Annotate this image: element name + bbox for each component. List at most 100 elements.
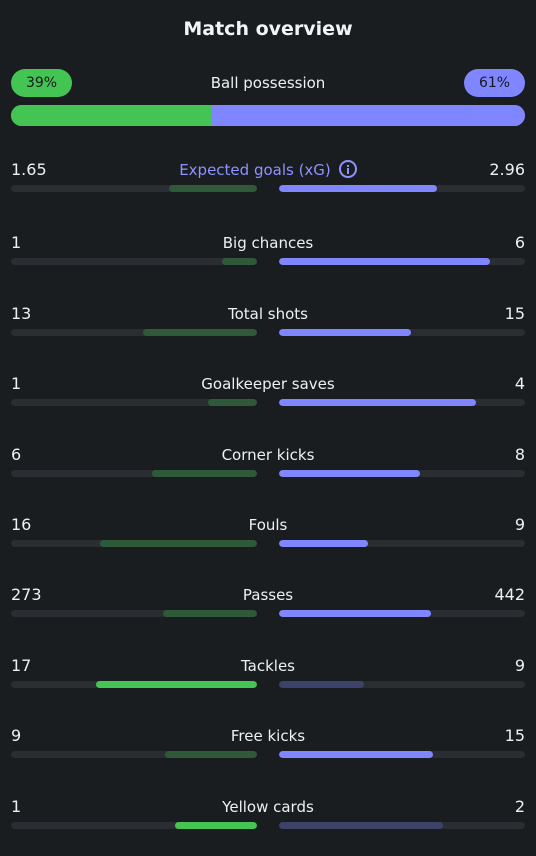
home-bar-fill — [207, 399, 257, 406]
away-bar-track — [279, 185, 525, 192]
home-bar-track — [11, 399, 257, 406]
stat-label: Goalkeeper saves — [11, 374, 525, 394]
home-bar-track — [11, 185, 257, 192]
stat-label-text: Free kicks — [230, 727, 306, 745]
home-bar-track — [11, 610, 257, 617]
possession-row: 39% Ball possession 61% — [11, 69, 525, 97]
away-bar-fill — [279, 751, 433, 758]
away-value: 4 — [514, 374, 525, 393]
home-value: 6 — [11, 445, 22, 464]
home-bar-track — [11, 681, 257, 688]
home-value: 17 — [11, 656, 32, 675]
stat-row: 1 Yellow cards 2 — [11, 797, 525, 833]
possession-bar-home — [11, 105, 212, 126]
away-bar-fill — [279, 610, 432, 617]
home-bar-track — [11, 751, 257, 758]
stat-label-text: Fouls — [248, 516, 288, 534]
away-value: 9 — [514, 515, 525, 534]
away-value: 15 — [504, 304, 525, 323]
home-bar-track — [11, 329, 257, 336]
possession-bar — [11, 105, 525, 126]
away-bar-fill — [279, 681, 365, 688]
home-bar-fill — [151, 470, 257, 477]
stat-label-text: Goalkeeper saves — [201, 375, 335, 393]
home-bar-fill — [175, 822, 257, 829]
home-bar-track — [11, 258, 257, 265]
away-bar-fill — [279, 822, 443, 829]
stat-label: Passes — [11, 585, 525, 605]
home-bar-fill — [221, 258, 257, 265]
stat-label-text: Corner kicks — [221, 446, 315, 464]
away-value: 8 — [514, 445, 525, 464]
away-bar-fill — [279, 470, 420, 477]
stat-label-text: Big chances — [222, 234, 314, 252]
home-bar-fill — [163, 610, 257, 617]
stat-label: Free kicks — [11, 726, 525, 746]
away-bar-track — [279, 822, 525, 829]
home-value: 16 — [11, 515, 32, 534]
away-value: 9 — [514, 656, 525, 675]
stat-label-text: Expected goals (xG) — [179, 161, 331, 179]
stat-row: 1.65 Expected goals (xG) 2.96 — [11, 160, 525, 196]
away-value: 2 — [514, 797, 525, 816]
away-value: 2.96 — [489, 160, 525, 179]
away-bar-fill — [279, 399, 476, 406]
home-bar-fill — [99, 540, 257, 547]
home-bar-track — [11, 822, 257, 829]
home-bar-track — [11, 540, 257, 547]
possession-label: Ball possession — [210, 74, 326, 92]
stat-label: Big chances — [11, 233, 525, 253]
stat-label: Corner kicks — [11, 445, 525, 465]
stat-label-text: Total shots — [228, 305, 308, 323]
away-value: 6 — [514, 233, 525, 252]
away-bar-track — [279, 540, 525, 547]
away-bar-fill — [279, 185, 437, 192]
home-value: 9 — [11, 726, 22, 745]
stat-row: 273 Passes 442 — [11, 585, 525, 621]
stat-label-text: Tackles — [240, 657, 296, 675]
away-bar-track — [279, 258, 525, 265]
stat-row: 1 Goalkeeper saves 4 — [11, 374, 525, 410]
info-icon[interactable] — [338, 160, 357, 178]
home-bar-fill — [164, 751, 257, 758]
home-value: 1 — [11, 233, 22, 252]
stat-label: Total shots — [11, 304, 525, 324]
away-bar-track — [279, 399, 525, 406]
away-bar-fill — [279, 540, 368, 547]
stat-row: 16 Fouls 9 — [11, 515, 525, 551]
home-value: 273 — [11, 585, 42, 604]
away-possession-badge: 61% — [464, 69, 525, 97]
stat-label-text: Yellow cards — [222, 798, 314, 816]
possession-bar-away — [211, 105, 525, 126]
away-bar-fill — [279, 258, 490, 265]
stat-label: Yellow cards — [11, 797, 525, 817]
home-possession-badge: 39% — [11, 69, 72, 97]
stat-row: 6 Corner kicks 8 — [11, 445, 525, 481]
stat-row: 9 Free kicks 15 — [11, 726, 525, 762]
page-title: Match overview — [183, 18, 353, 40]
home-bar-fill — [168, 185, 257, 192]
home-value: 1 — [11, 374, 22, 393]
away-bar-track — [279, 681, 525, 688]
stat-row: 13 Total shots 15 — [11, 304, 525, 340]
home-value: 1.65 — [11, 160, 47, 179]
away-bar-track — [279, 610, 525, 617]
away-bar-track — [279, 751, 525, 758]
away-bar-fill — [279, 329, 411, 336]
stat-label-text: Passes — [242, 586, 294, 604]
away-value: 442 — [494, 585, 525, 604]
home-bar-track — [11, 470, 257, 477]
home-value: 13 — [11, 304, 32, 323]
away-bar-track — [279, 470, 525, 477]
away-value: 15 — [504, 726, 525, 745]
stat-row: 17 Tackles 9 — [11, 656, 525, 692]
away-bar-track — [279, 329, 525, 336]
stat-row: 1 Big chances 6 — [11, 233, 525, 269]
home-bar-fill — [142, 329, 257, 336]
home-bar-fill — [96, 681, 257, 688]
stat-label: Tackles — [11, 656, 525, 676]
stat-label[interactable]: Expected goals (xG) — [11, 160, 525, 180]
stat-label: Fouls — [11, 515, 525, 535]
home-value: 1 — [11, 797, 22, 816]
